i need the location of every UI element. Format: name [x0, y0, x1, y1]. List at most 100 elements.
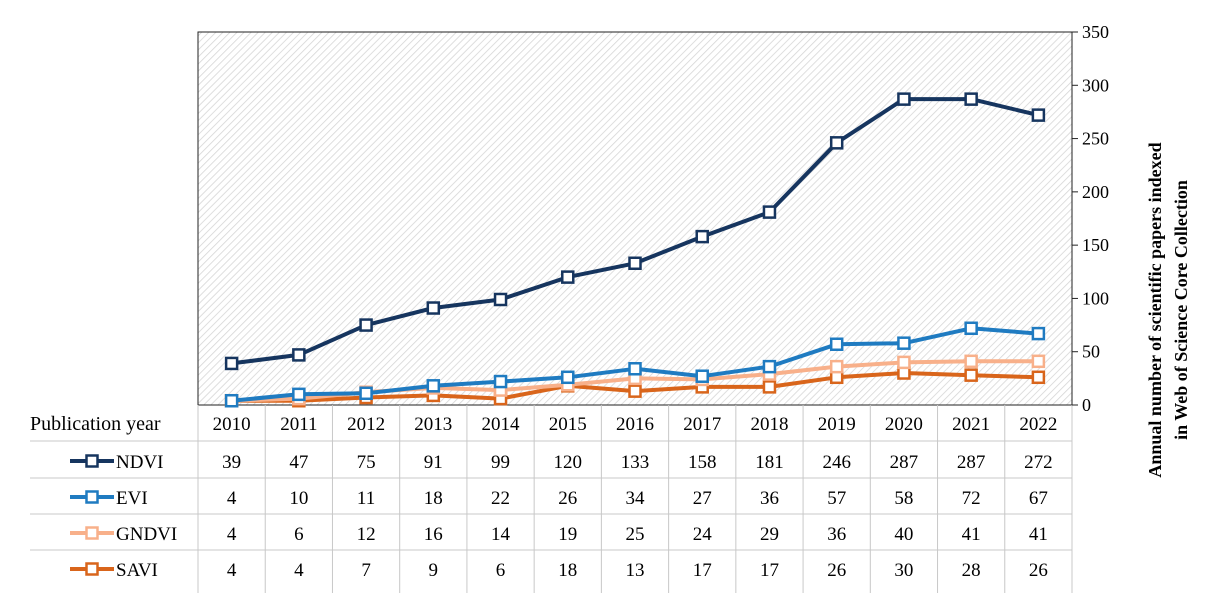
data-table-cell: 246 [822, 452, 851, 473]
data-point [493, 374, 508, 389]
data-table-cell: 287 [890, 452, 919, 473]
data-point [359, 318, 373, 332]
data-point [762, 359, 777, 374]
data-table-cell: 34 [626, 488, 646, 509]
data-table-cell: 272 [1024, 452, 1053, 473]
data-table-cell: 22 [491, 488, 510, 509]
data-table-cell: 75 [357, 452, 376, 473]
series-ndvi [224, 92, 1046, 371]
data-point [964, 92, 978, 106]
x-tick-label: 2010 [213, 414, 251, 435]
data-point [964, 354, 978, 369]
data-point [224, 356, 239, 371]
data-table-cell: 26 [558, 488, 577, 509]
data-point [1031, 370, 1046, 385]
data-table-cell: 18 [558, 560, 577, 581]
data-table-cell: 30 [894, 560, 913, 581]
data-table-cell: 4 [227, 560, 237, 581]
x-tick-label: 2019 [818, 414, 856, 435]
data-point [897, 92, 911, 106]
y-tick-label: 150 [1082, 235, 1109, 255]
x-tick-label: 2017 [683, 414, 721, 435]
y-axis-title: Annual number of scientific papers index… [1128, 30, 1208, 590]
data-table-cell: 25 [626, 524, 645, 545]
data-table-cell: 133 [621, 452, 650, 473]
data-table-cell: 13 [626, 560, 645, 581]
data-table-cell: 58 [894, 488, 913, 509]
plot-area [197, 31, 1073, 406]
x-tick-label: 2014 [482, 414, 521, 435]
data-table-cell: 27 [693, 488, 712, 509]
table-row: SAVI 4 4 7 9 6 18 13 17 17 26 30 28 26 [70, 560, 1048, 581]
data-table-cell: 14 [491, 524, 511, 545]
data-point [292, 348, 306, 362]
data-table-cell: 9 [429, 560, 439, 581]
data-table-cell: 36 [760, 488, 779, 509]
data-table-cell: 120 [554, 452, 583, 473]
data-table-cell: 11 [357, 488, 375, 509]
data-point [695, 229, 709, 244]
legend-key-marker [85, 490, 99, 504]
data-point [628, 256, 642, 271]
y-axis-title-line-2: in Web of Science Core Collection [1171, 180, 1191, 440]
x-tick-label: 2021 [952, 414, 990, 435]
data-point [829, 370, 844, 385]
data-table-cell: 4 [294, 560, 304, 581]
data-table-cell: 287 [957, 452, 986, 473]
legend-label: SAVI [116, 560, 158, 581]
data-point [426, 301, 441, 315]
data-table-cell: 158 [688, 452, 717, 473]
legend-key-marker [85, 454, 99, 468]
data-point [964, 321, 978, 336]
table-row: EVI 4 10 11 18 22 26 34 27 36 57 58 72 67 [70, 488, 1048, 509]
x-tick-label: 2012 [347, 414, 385, 435]
y-tick-label: 300 [1082, 75, 1109, 95]
data-point [292, 387, 306, 402]
data-point [829, 337, 844, 352]
y-tick-label: 200 [1082, 182, 1109, 202]
x-tick-label: 2020 [885, 414, 923, 435]
legend-label: GNDVI [116, 524, 177, 545]
legend-key-marker [85, 562, 99, 576]
data-table-cell: 47 [289, 452, 308, 473]
data-table-cell: 41 [1029, 524, 1048, 545]
data-table-cell: 12 [357, 524, 376, 545]
data-table-cell: 19 [558, 524, 577, 545]
data-table-cell: 6 [294, 524, 304, 545]
data-point [359, 386, 373, 401]
data-point [829, 359, 844, 374]
data-point [426, 379, 441, 393]
data-table-grid [30, 405, 1073, 593]
data-point [762, 380, 777, 394]
y-axis-title-line-1: Annual number of scientific papers index… [1145, 142, 1165, 478]
x-axis-title: Publication year [30, 413, 161, 435]
data-table-cell: 67 [1029, 488, 1048, 509]
x-tick-label: 2018 [750, 414, 788, 435]
data-table: Publication year 2010 2011 2012 2013 2014 2015… [30, 413, 1057, 581]
x-tick-label: 2016 [616, 414, 654, 435]
data-table-cell: 181 [755, 452, 784, 473]
data-point [628, 384, 642, 398]
data-table-cell: 7 [361, 560, 371, 581]
y-tick-label: 0 [1082, 395, 1091, 415]
y-tick-label: 50 [1082, 342, 1100, 362]
series-evi [224, 321, 1046, 408]
data-point [1031, 108, 1046, 122]
legend-label: EVI [116, 488, 148, 509]
data-point [762, 205, 777, 219]
data-table-cell: 4 [227, 488, 237, 509]
data-point [1031, 354, 1046, 369]
x-tick-label: 2022 [1019, 414, 1057, 435]
data-table-cell: 17 [693, 560, 712, 581]
legend-label: NDVI [116, 452, 164, 473]
table-row: GNDVI 4 6 12 16 14 19 25 24 29 36 40 41 41 [70, 524, 1048, 545]
data-table-cell: 18 [424, 488, 443, 509]
data-table-cell: 99 [491, 452, 510, 473]
data-table-cell: 91 [424, 452, 443, 473]
data-point [493, 292, 508, 307]
data-point [224, 393, 239, 408]
data-table-cell: 72 [962, 488, 981, 509]
data-table-cell: 57 [827, 488, 846, 509]
x-tick-label: 2011 [280, 414, 317, 435]
